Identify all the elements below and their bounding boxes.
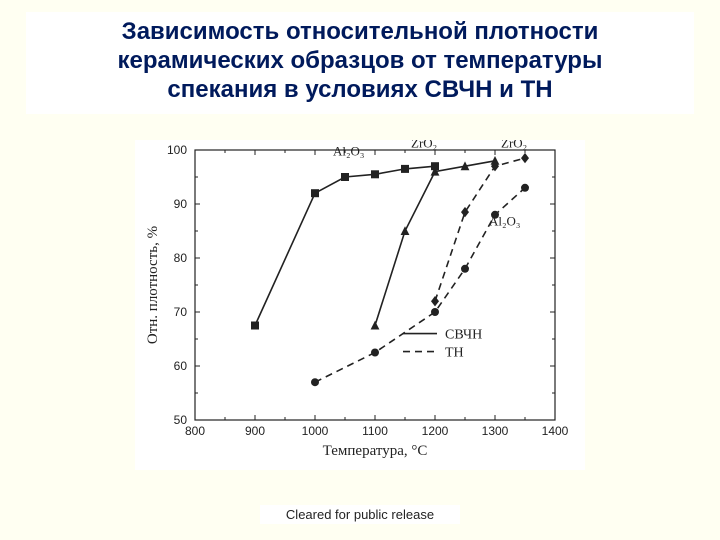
title-line-1: Зависимость относительной плотности <box>30 18 690 47</box>
title-line-3: спекания в условиях СВЧН и ТН <box>30 76 690 105</box>
legend-label: ТН <box>445 346 464 361</box>
marker-al2o3_tn <box>311 378 319 386</box>
x-tick-label: 1100 <box>362 424 388 438</box>
y-tick-label: 60 <box>174 359 188 373</box>
y-tick-label: 90 <box>174 197 188 211</box>
series-zro2_tn <box>435 158 525 301</box>
x-tick-label: 1000 <box>302 424 329 438</box>
legend-label: СВЧН <box>445 328 482 343</box>
chart-svg: 800 900 1000 1100 1200 1300 1400 50 60 70 80 90 100 Т… <box>135 140 585 470</box>
marker-al2o3_tn <box>431 308 439 316</box>
x-tick-label: 1200 <box>422 424 449 438</box>
marker-al2o3_svchn <box>311 189 319 197</box>
marker-al2o3_svchn <box>401 165 409 173</box>
series-al2o3_svchn <box>255 166 435 325</box>
chart: 800 900 1000 1100 1200 1300 1400 50 60 70 80 90 100 Т… <box>135 140 585 470</box>
marker-al2o3_svchn <box>341 173 349 181</box>
annotation: Al₂O₃ <box>333 143 364 158</box>
x-tick-label: 800 <box>185 424 205 438</box>
annotation: ZrO₂ <box>501 140 527 150</box>
y-tick-label: 70 <box>174 305 188 319</box>
marker-zro2_svchn <box>371 321 380 330</box>
marker-al2o3_tn <box>371 349 379 357</box>
annotation: Al₂O₃ <box>489 214 520 229</box>
marker-al2o3_svchn <box>371 170 379 178</box>
marker-zro2_tn <box>431 296 439 306</box>
y-tick-label: 50 <box>174 413 188 427</box>
x-tick-label: 1300 <box>482 424 509 438</box>
y-axis-label: Отн. плотность, % <box>145 226 161 344</box>
marker-al2o3_tn <box>461 265 469 273</box>
marker-zro2_tn <box>521 153 529 163</box>
annotation: ZrO₂ <box>411 140 437 150</box>
marker-zro2_svchn <box>401 226 410 235</box>
title-line-2: керамических образцов от температуры <box>30 47 690 76</box>
y-tick-label: 80 <box>174 251 188 265</box>
marker-al2o3_svchn <box>251 322 259 330</box>
y-tick-label: 100 <box>167 143 187 157</box>
x-tick-label: 1400 <box>542 424 569 438</box>
marker-al2o3_tn <box>521 184 529 192</box>
x-tick-label: 900 <box>245 424 265 438</box>
footer-text: Cleared for public release <box>260 505 460 524</box>
title-box: Зависимость относительной плотности кера… <box>26 12 694 114</box>
plot-frame <box>195 150 555 420</box>
x-axis-label: Температура, °C <box>323 443 428 459</box>
